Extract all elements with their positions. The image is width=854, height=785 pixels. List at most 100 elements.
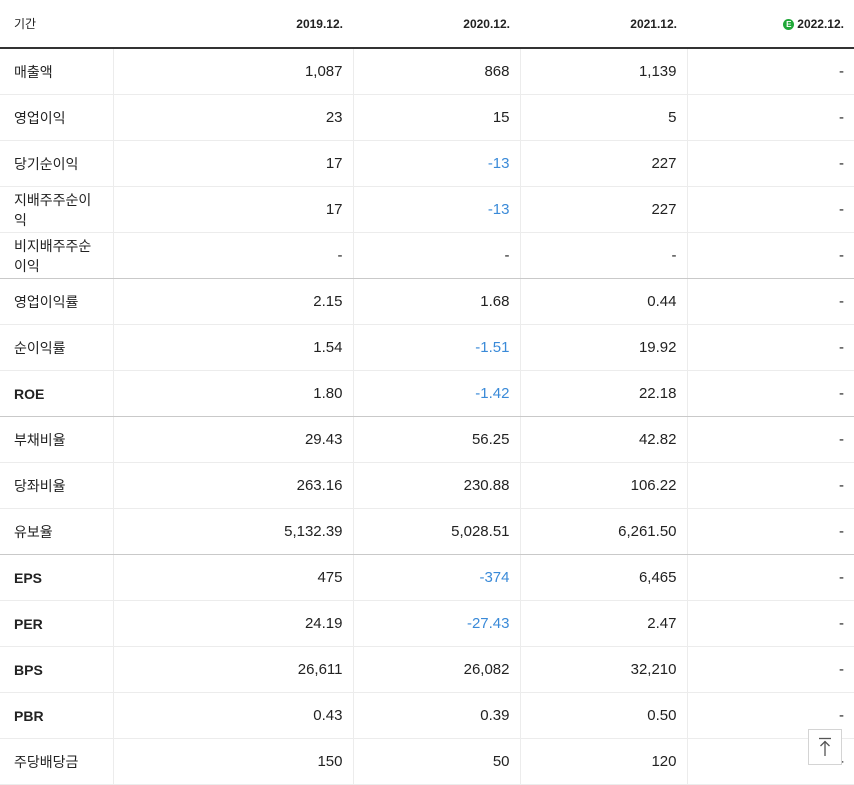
period-2022-estimate: E 2022.12.: [687, 0, 854, 49]
cell-value: 0.39: [352, 692, 520, 739]
cell-value: -: [686, 554, 854, 601]
row-label: 매출액: [0, 48, 113, 95]
table-row: BPS 26,611 26,082 32,210-: [0, 646, 854, 693]
row-label: 유보율: [0, 508, 113, 555]
row-label: 지배주주순이익: [0, 186, 113, 233]
cell-value: -: [686, 646, 854, 693]
cell-value: 29.43: [112, 416, 353, 463]
cell-value: -: [519, 232, 687, 279]
table-row: EPS 475 -374 6,465-: [0, 554, 854, 601]
cell-value: 1.54: [112, 324, 353, 371]
cell-value: 6,261.50: [519, 508, 687, 555]
row-label: 순이익률: [0, 324, 113, 371]
row-label: PBR: [0, 692, 113, 739]
cell-value: 17: [112, 186, 353, 233]
cell-value: -: [352, 232, 520, 279]
cell-value: 227: [519, 186, 687, 233]
cell-value: -13: [352, 186, 520, 233]
cell-value: 230.88: [352, 462, 520, 509]
arrow-up-to-top-icon: [819, 737, 831, 756]
table-row: 비지배주주순이익 - - - -: [0, 232, 854, 279]
estimate-badge-icon: E: [783, 18, 795, 30]
cell-value: -: [686, 508, 854, 555]
row-label: 영업이익률: [0, 278, 113, 325]
table-header-row: 기간 2019.12. 2020.12. 2021.12. E 2022.12.: [0, 0, 854, 49]
cell-value: -1.42: [352, 370, 520, 417]
cell-value: -: [686, 232, 854, 279]
cell-value: 56.25: [352, 416, 520, 463]
cell-value: 50: [352, 738, 520, 785]
cell-value: 5,028.51: [352, 508, 520, 555]
cell-value: -1.51: [352, 324, 520, 371]
period-2019: 2019.12.: [113, 0, 353, 49]
cell-value: 150: [112, 738, 353, 785]
table-row: 영업이익 23 15 5-: [0, 94, 854, 141]
cell-value: -13: [352, 140, 520, 187]
cell-value: 475: [112, 554, 353, 601]
cell-value: -27.43: [352, 600, 520, 647]
table-row: 영업이익률 2.15 1.68 0.44-: [0, 278, 854, 325]
cell-value: 1.80: [112, 370, 353, 417]
period-2021: 2021.12.: [520, 0, 687, 49]
row-label: 당좌비율: [0, 462, 113, 509]
cell-value: 26,611: [112, 646, 353, 693]
cell-value: -: [686, 600, 854, 647]
cell-value: 2.15: [112, 278, 353, 325]
period-2020: 2020.12.: [353, 0, 520, 49]
row-label: BPS: [0, 646, 113, 693]
table-row: ROE 1.80 -1.42 22.18-: [0, 370, 854, 417]
row-label: 부채비율: [0, 416, 113, 463]
row-label: PER: [0, 600, 113, 647]
cell-value: -: [686, 324, 854, 371]
cell-value: 19.92: [519, 324, 687, 371]
cell-value: 0.44: [519, 278, 687, 325]
cell-value: -: [686, 186, 854, 233]
table-row: 지배주주순이익 17 -13 227-: [0, 186, 854, 233]
table-row: PER 24.19 -27.43 2.47-: [0, 600, 854, 647]
cell-value: 1.68: [352, 278, 520, 325]
cell-value: 42.82: [519, 416, 687, 463]
cell-value: 5: [519, 94, 687, 141]
row-label: 주당배당금: [0, 738, 113, 785]
cell-value: 0.43: [112, 692, 353, 739]
cell-value: 5,132.39: [112, 508, 353, 555]
cell-value: 868: [352, 48, 520, 95]
cell-value: -: [686, 370, 854, 417]
table-row: PBR 0.43 0.39 0.50-: [0, 692, 854, 739]
row-label: ROE: [0, 370, 113, 417]
row-label: 비지배주주순이익: [0, 232, 113, 279]
cell-value: 1,139: [519, 48, 687, 95]
cell-value: 26,082: [352, 646, 520, 693]
row-label: 영업이익: [0, 94, 113, 141]
cell-value: 24.19: [112, 600, 353, 647]
cell-value: 120: [519, 738, 687, 785]
cell-value: 23: [112, 94, 353, 141]
scroll-to-top-button[interactable]: [808, 729, 842, 765]
cell-value: 263.16: [112, 462, 353, 509]
cell-value: -: [686, 416, 854, 463]
cell-value: 0.50: [519, 692, 687, 739]
table-row: 순이익률 1.54 -1.51 19.92-: [0, 324, 854, 371]
cell-value: 2.47: [519, 600, 687, 647]
row-label: 당기순이익: [0, 140, 113, 187]
table-row: 매출액 1,087 868 1,139-: [0, 48, 854, 95]
cell-value: 15: [352, 94, 520, 141]
cell-value: 32,210: [519, 646, 687, 693]
period-2022-label: 2022.12.: [797, 16, 844, 31]
cell-value: -: [686, 48, 854, 95]
table-row: 당기순이익 17 -13 227-: [0, 140, 854, 187]
cell-value: -: [686, 140, 854, 187]
cell-value: -374: [352, 554, 520, 601]
cell-value: 17: [112, 140, 353, 187]
cell-value: 22.18: [519, 370, 687, 417]
cell-value: -: [686, 278, 854, 325]
cell-value: 6,465: [519, 554, 687, 601]
table-row: 유보율 5,132.39 5,028.51 6,261.50-: [0, 508, 854, 555]
table-row: 부채비율 29.43 56.25 42.82-: [0, 416, 854, 463]
table-row: 당좌비율 263.16 230.88 106.22-: [0, 462, 854, 509]
cell-value: 1,087: [112, 48, 353, 95]
cell-value: -: [112, 232, 353, 279]
cell-value: 106.22: [519, 462, 687, 509]
